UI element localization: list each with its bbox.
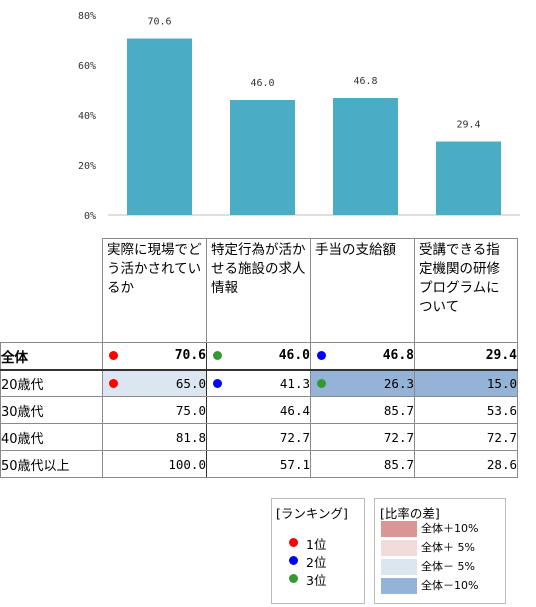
cell-value: 41.3 [279,375,310,391]
table-cell: 46.4 [206,396,311,424]
column-header-text: 受講できる指定機関の研修プログラムについて [419,242,500,315]
table-row: 40歳代 81.8 72.7 72.7 72.7 [0,423,518,451]
row-label: 40歳代 [0,423,103,451]
ratio-diff-legend-title: [比率の差] [380,506,440,521]
table-cell: 72.7 [310,423,415,451]
row-label: 全体 [0,342,103,371]
cell-value: 46.0 [278,348,310,364]
table-row: 全体 70.6 46.0 46.8 29.4 [0,342,518,371]
row-label: 30歳代 [0,396,103,424]
column-header-text: 実際に現場でどう活かされているか [107,242,202,296]
rank-dot-icon [317,351,326,360]
data-label: 70.6 [147,17,171,28]
table-cell: 100.0 [102,450,207,478]
row-label: 20歳代 [0,369,103,397]
table-cell: 75.0 [102,396,207,424]
table-cell: 72.7 [206,423,311,451]
legend-swatch: 全体－10% [381,578,493,594]
table-cell: 65.0 [102,369,207,397]
legend-label: 3位 [306,573,327,588]
legend-swatch: 全体－ 5% [381,559,493,575]
ratio-diff-legend: [比率の差] 全体＋10% 全体＋ 5% 全体－ 5% 全体－10% [374,498,506,604]
bar [230,100,295,215]
y-tick-label: 20% [78,161,96,172]
legend-label: 2位 [306,555,327,570]
column-header-text: 特定行為が活かせる施設の求人情報 [211,242,306,296]
y-tick-label: 60% [78,61,96,72]
legend-item: 1位 [289,534,327,553]
table-cell: 46.8 [310,342,415,371]
ranking-legend-title: [ランキング] [276,506,348,521]
data-label: 29.4 [456,120,480,131]
table-cell: 29.4 [414,342,518,371]
data-table: 実際に現場でどう活かされているか 特定行為が活かせる施設の求人情報 手当の支給額… [0,238,518,478]
bar [333,98,398,215]
table-cell: 57.1 [206,450,311,478]
table-cell: 46.0 [206,342,311,371]
table-cell: 70.6 [102,342,207,371]
column-header-text: 手当の支給額 [315,242,396,258]
rank-dot-icon [109,378,118,388]
rank-dot-icon [317,378,326,388]
cell-value: 15.0 [486,375,517,391]
table-cell: 28.6 [414,450,518,478]
legend-item: 2位 [289,552,327,571]
table-header-row: 実際に現場でどう活かされているか 特定行為が活かせる施設の求人情報 手当の支給額… [0,238,518,343]
table-corner [0,238,103,343]
cell-value: 26.3 [383,375,414,391]
column-header: 特定行為が活かせる施設の求人情報 [206,238,311,343]
rank-dot-icon [213,351,222,360]
legend-label: 1位 [306,537,327,552]
table-cell: 81.8 [102,423,207,451]
bar-chart: 0% 20% 40% 60% 80% 70.6 46.0 46.8 29.4 [78,11,520,222]
bar [436,141,501,215]
legend-swatch: 全体＋ 5% [381,540,493,556]
table-cell: 53.6 [414,396,518,424]
legend-swatch: 全体＋10% [381,521,493,537]
y-tick-label: 0% [84,211,96,222]
green-dot-icon [289,574,298,583]
table-cell: 41.3 [206,369,311,397]
table-row: 20歳代 65.0 41.3 26.3 15.0 [0,369,518,397]
table-row: 30歳代 75.0 46.4 85.7 53.6 [0,396,518,424]
column-header: 手当の支給額 [310,238,415,343]
blue-dot-icon [289,556,298,565]
cell-value: 46.8 [382,348,414,364]
cell-value: 29.4 [485,348,517,364]
red-dot-icon [289,538,298,547]
column-header: 受講できる指定機関の研修プログラムについて [414,238,518,343]
y-tick-label: 80% [78,11,96,22]
table-cell: 15.0 [414,369,518,397]
table-cell: 26.3 [310,369,415,397]
rank-dot-icon [109,351,118,360]
table-cell: 85.7 [310,396,415,424]
cell-value: 65.0 [175,375,206,391]
legend-item: 3位 [289,570,327,589]
rank-dot-icon [213,378,222,388]
data-label: 46.8 [353,76,377,87]
data-label: 46.0 [250,78,274,89]
table-cell: 72.7 [414,423,518,451]
ranking-legend: [ランキング] 1位 2位 3位 [271,498,365,604]
y-tick-label: 40% [78,111,96,122]
row-label: 50歳代以上 [0,450,103,478]
table-cell: 85.7 [310,450,415,478]
bar [127,38,192,215]
table-row: 50歳代以上 100.0 57.1 85.7 28.6 [0,450,518,478]
column-header: 実際に現場でどう活かされているか [102,238,207,343]
cell-value: 70.6 [174,348,206,364]
